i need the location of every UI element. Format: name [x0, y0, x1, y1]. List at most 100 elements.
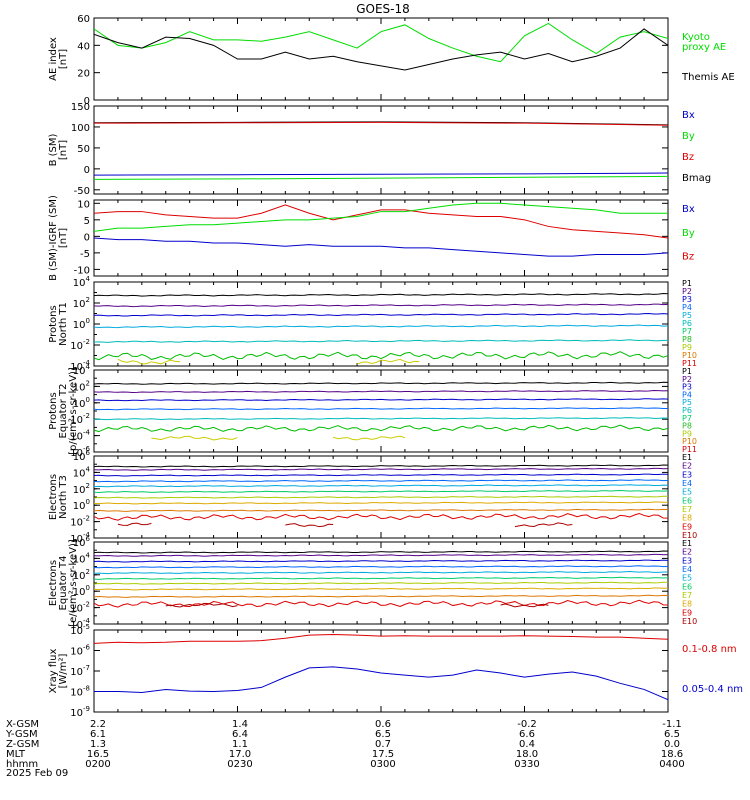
footer-cell: 6.5 — [375, 729, 391, 740]
series-segment — [514, 522, 573, 528]
y-tick-label: 40 — [77, 41, 90, 52]
legend-entry: E10 — [682, 531, 697, 540]
y-axis-label: Electrons — [48, 474, 59, 520]
series-line-6 — [94, 351, 668, 361]
legend-entry: P10 — [682, 437, 697, 446]
legend-entry: E9 — [682, 522, 692, 531]
series-line-3 — [94, 398, 668, 402]
footer-cell: 0330 — [514, 759, 539, 770]
series-line-2 — [94, 202, 668, 232]
panel-frame — [93, 105, 669, 195]
y-axis-label: Electrons — [48, 560, 59, 606]
y-axis-label: [e/(cm²-s-sr-keV)] — [68, 539, 79, 627]
legend-entry: Bx — [682, 110, 695, 121]
legend-entry: P4 — [682, 303, 692, 312]
legend-entry: P5 — [682, 398, 692, 407]
y-axis-label: Equator T2 — [58, 384, 69, 439]
legend-entry: P2 — [682, 375, 692, 384]
legend-entry: Bmag — [682, 173, 711, 184]
legend-entry: P5 — [682, 311, 692, 320]
series-line-1 — [94, 381, 668, 385]
series-line-7 — [94, 581, 668, 585]
footer-cell: 18.6 — [661, 749, 683, 760]
y-tick-label: 150 — [71, 102, 90, 113]
footer-cell: 6.5 — [664, 729, 680, 740]
y-tick-label: 10-5 — [70, 623, 90, 637]
footer-cell: -1.1 — [662, 719, 682, 730]
y-tick-label: 0 — [84, 96, 90, 107]
series-segment — [285, 523, 334, 528]
series-line-2 — [94, 121, 668, 126]
footer-cell: 0300 — [370, 759, 395, 770]
legend-entry: By — [682, 131, 695, 142]
figure-title: GOES-18 — [356, 2, 410, 16]
y-tick-label: 50 — [77, 144, 90, 155]
legend-entry: E8 — [682, 514, 692, 523]
legend-entry: P4 — [682, 390, 692, 399]
y-tick-label: 10-2 — [70, 338, 90, 352]
footer-row-label: X-GSM — [6, 719, 39, 730]
series-line-5 — [94, 339, 668, 343]
footer-cell: -0.2 — [517, 719, 537, 730]
y-axis-label: [W/m²] — [58, 653, 69, 688]
y-tick-label: 104 — [73, 275, 91, 289]
y-tick-label: 60 — [77, 14, 90, 25]
footer-cell: 0400 — [659, 759, 684, 770]
legend-entry: P7 — [682, 327, 692, 336]
legend-entry: Bz — [682, 152, 694, 163]
y-tick-label: -50 — [74, 186, 90, 197]
legend-entry: E9 — [682, 608, 692, 617]
series-line-5 — [94, 484, 668, 488]
legend-entry: P1 — [682, 367, 692, 376]
y-axis-label: Equator T4 — [58, 556, 69, 611]
y-tick-label: 20 — [77, 69, 90, 80]
series-line-3 — [94, 313, 668, 317]
y-tick-label: 10 — [77, 199, 90, 210]
date-label: 2025 Feb 09 — [6, 768, 68, 779]
series-line-4 — [94, 407, 668, 411]
legend-entry: Bx — [682, 204, 695, 215]
y-tick-label: 10-9 — [70, 705, 90, 719]
y-tick-label: -10 — [74, 265, 90, 276]
y-tick-label: 100 — [73, 498, 90, 512]
legend-entry: E4 — [682, 565, 692, 574]
legend-entry: 0.1-0.8 nm — [682, 644, 737, 655]
legend-entry: P11 — [682, 359, 697, 368]
series-line-4 — [94, 324, 668, 329]
legend-entry: E6 — [682, 582, 692, 591]
footer-cell: 0.7 — [375, 739, 391, 750]
y-tick-label: -5 — [80, 249, 90, 260]
series-line-1 — [94, 204, 668, 239]
footer-cell: 17.0 — [229, 749, 251, 760]
series-line-6 — [94, 576, 668, 580]
legend-entry: Themis AE — [681, 72, 735, 83]
legend-entry: E5 — [682, 574, 692, 583]
y-tick-label: 102 — [73, 482, 90, 496]
y-tick-label: 10-6 — [70, 644, 90, 658]
y-axis-label: AE index — [48, 37, 59, 81]
legend-entry: E1 — [682, 539, 692, 548]
series-line-3 — [94, 559, 668, 563]
y-axis-label: B (SM) — [48, 133, 59, 166]
y-axis-label: North T3 — [58, 475, 69, 519]
y-axis-label: Protons — [48, 392, 59, 429]
footer-cell: 1.4 — [232, 719, 248, 730]
series-line-8 — [94, 587, 668, 591]
series-line-1 — [94, 550, 668, 554]
series-line-1 — [94, 293, 668, 297]
legend-entry: 0.05-0.4 nm — [682, 684, 743, 695]
series-segment — [356, 358, 420, 365]
series-line-3 — [94, 172, 668, 176]
series-line-7 — [94, 495, 668, 499]
footer-row-label: Y-GSM — [5, 729, 38, 740]
series-line-2 — [94, 666, 668, 701]
panel-frame — [93, 369, 669, 453]
footer-cell: 0200 — [85, 759, 110, 770]
series-line-2 — [94, 553, 668, 557]
series-line-3 — [94, 473, 668, 477]
legend-entry: proxy AE — [682, 42, 726, 53]
